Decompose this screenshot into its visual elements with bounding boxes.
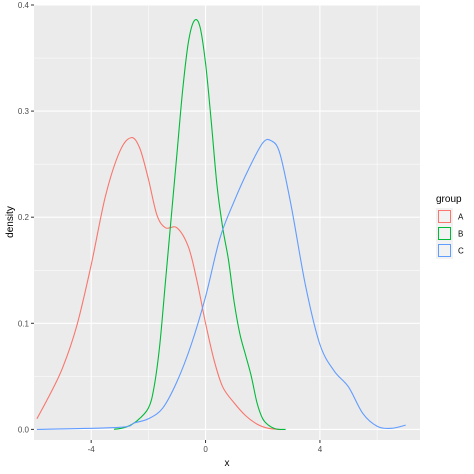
x-axis-title: x: [225, 458, 230, 469]
y-tick-label: 0.2: [18, 213, 30, 222]
y-tick-label: 0.1: [18, 319, 30, 328]
y-tick-label: 0.0: [18, 425, 30, 434]
density-line-a: [36, 137, 280, 430]
legend-key-a: [438, 210, 451, 223]
density-lines: [36, 19, 406, 431]
x-tick-label: -4: [88, 445, 96, 454]
y-axis-title: density: [5, 206, 16, 238]
legend-key-bg: [436, 208, 453, 225]
legend-key-bg: [436, 225, 453, 242]
legend-key-c: [438, 244, 451, 257]
legend-label-c: C: [458, 247, 464, 256]
x-tick-label: 0: [203, 445, 208, 454]
density-line-b: [113, 19, 286, 431]
legend: group ABC: [436, 194, 464, 259]
y-axis-ticks: 0.0 0.1 0.2 0.3 0.4: [18, 1, 34, 434]
y-tick-label: 0.4: [18, 1, 30, 10]
x-tick-label: 4: [318, 445, 323, 454]
density-line-c: [36, 138, 406, 430]
legend-key-b: [438, 227, 451, 240]
legend-key-bg: [436, 242, 453, 259]
minor-gridlines: [34, 5, 420, 440]
panel-background: [34, 5, 420, 440]
legend-label-b: B: [458, 230, 463, 239]
legend-label-a: A: [458, 213, 464, 222]
x-axis-ticks: -4 0 4: [88, 440, 323, 454]
legend-title: group: [436, 194, 462, 205]
y-tick-label: 0.3: [18, 107, 30, 116]
